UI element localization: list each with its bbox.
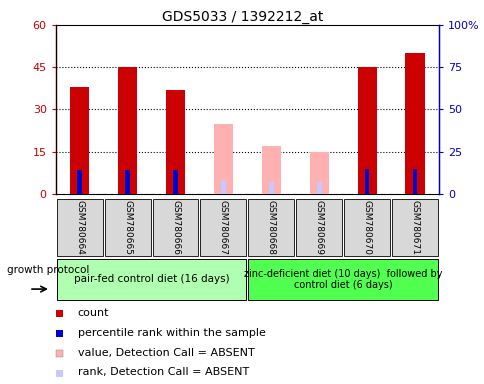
Text: pair-fed control diet (16 days): pair-fed control diet (16 days) bbox=[74, 274, 229, 285]
Text: GSM780667: GSM780667 bbox=[218, 200, 227, 255]
Text: GSM780666: GSM780666 bbox=[171, 200, 180, 255]
Text: GSM780670: GSM780670 bbox=[362, 200, 371, 255]
Bar bbox=[166, 90, 185, 194]
Bar bbox=[343, 199, 389, 256]
Text: percentile rank within the sample: percentile rank within the sample bbox=[77, 328, 265, 338]
Bar bbox=[118, 67, 137, 194]
Text: growth protocol: growth protocol bbox=[7, 265, 90, 275]
Bar bbox=[405, 53, 424, 194]
Text: GSM780669: GSM780669 bbox=[314, 200, 323, 255]
Bar bbox=[268, 182, 273, 194]
Bar bbox=[296, 199, 342, 256]
Bar bbox=[316, 182, 321, 194]
Text: GDS5033 / 1392212_at: GDS5033 / 1392212_at bbox=[162, 10, 322, 23]
Text: GSM780665: GSM780665 bbox=[123, 200, 132, 255]
Text: GSM780664: GSM780664 bbox=[75, 200, 84, 255]
Text: GSM780671: GSM780671 bbox=[409, 200, 419, 255]
Bar bbox=[70, 87, 89, 194]
Text: rank, Detection Call = ABSENT: rank, Detection Call = ABSENT bbox=[77, 367, 248, 377]
Bar bbox=[261, 146, 280, 194]
Text: count: count bbox=[77, 308, 109, 318]
Bar bbox=[173, 170, 178, 194]
Bar bbox=[105, 199, 151, 256]
Text: value, Detection Call = ABSENT: value, Detection Call = ABSENT bbox=[77, 348, 254, 358]
Bar bbox=[391, 199, 437, 256]
Bar bbox=[213, 124, 232, 194]
Bar bbox=[125, 170, 130, 194]
Bar bbox=[57, 199, 103, 256]
Bar bbox=[200, 199, 246, 256]
Bar bbox=[77, 170, 82, 194]
Bar bbox=[248, 259, 437, 300]
Bar bbox=[152, 199, 198, 256]
Text: GSM780668: GSM780668 bbox=[266, 200, 275, 255]
Bar bbox=[248, 199, 294, 256]
Bar bbox=[357, 67, 376, 194]
Bar bbox=[309, 152, 328, 194]
Text: zinc-deficient diet (10 days)  followed by
control diet (6 days): zinc-deficient diet (10 days) followed b… bbox=[243, 268, 441, 290]
Bar bbox=[57, 259, 246, 300]
Bar bbox=[364, 169, 369, 194]
Bar bbox=[221, 180, 226, 194]
Bar bbox=[412, 169, 417, 194]
